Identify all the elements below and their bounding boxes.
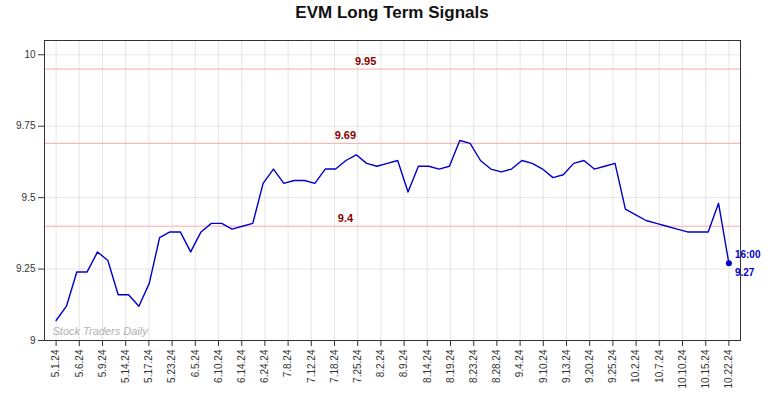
svg-text:8.14.24: 8.14.24 (422, 349, 433, 383)
svg-text:9: 9 (30, 335, 36, 346)
svg-text:7.25.24: 7.25.24 (352, 349, 363, 383)
svg-text:9.25.24: 9.25.24 (607, 349, 618, 383)
svg-text:9.27: 9.27 (735, 267, 755, 278)
svg-text:5.1.24: 5.1.24 (50, 349, 61, 377)
svg-text:7.12.24: 7.12.24 (306, 349, 317, 383)
svg-text:7.18.24: 7.18.24 (329, 349, 340, 383)
svg-text:5.6.24: 5.6.24 (74, 349, 85, 377)
svg-text:10.7.24: 10.7.24 (654, 349, 665, 383)
svg-text:10: 10 (24, 49, 36, 60)
svg-text:8.2.24: 8.2.24 (375, 349, 386, 377)
svg-text:9.4: 9.4 (338, 212, 354, 224)
svg-text:8.23.24: 8.23.24 (468, 349, 479, 383)
svg-text:6.24.24: 6.24.24 (259, 349, 270, 383)
svg-text:5.23.24: 5.23.24 (166, 349, 177, 383)
svg-text:9.95: 9.95 (355, 55, 376, 67)
svg-text:Stock Traders Daily: Stock Traders Daily (53, 325, 150, 337)
svg-text:10.15.24: 10.15.24 (700, 349, 711, 388)
svg-text:6.14.24: 6.14.24 (236, 349, 247, 383)
svg-text:5.17.24: 5.17.24 (143, 349, 154, 383)
svg-text:6.5.24: 6.5.24 (190, 349, 201, 377)
svg-text:9.25: 9.25 (16, 263, 36, 274)
svg-text:10.2.24: 10.2.24 (630, 349, 641, 383)
svg-text:6.10.24: 6.10.24 (213, 349, 224, 383)
svg-text:16:00: 16:00 (735, 249, 761, 260)
svg-text:5.9.24: 5.9.24 (97, 349, 108, 377)
svg-text:9.5: 9.5 (22, 192, 36, 203)
html-text:EVM Long Term Signals: EVM Long Term Signals (295, 3, 489, 22)
svg-text:9.20.24: 9.20.24 (584, 349, 595, 383)
svg-text:7.8.24: 7.8.24 (282, 349, 293, 377)
svg-text:8.28.24: 8.28.24 (491, 349, 502, 383)
svg-text:5.14.24: 5.14.24 (120, 349, 131, 383)
svg-text:10.22.24: 10.22.24 (723, 349, 734, 388)
svg-text:9.10.24: 9.10.24 (538, 349, 549, 383)
svg-text:9.75: 9.75 (16, 120, 36, 131)
svg-text:9.4.24: 9.4.24 (514, 349, 525, 377)
svg-text:8.9.24: 8.9.24 (398, 349, 409, 377)
svg-text:10.10.24: 10.10.24 (677, 349, 688, 388)
svg-text:9.13.24: 9.13.24 (561, 349, 572, 383)
svg-text:8.19.24: 8.19.24 (445, 349, 456, 383)
svg-text:9.69: 9.69 (335, 129, 356, 141)
